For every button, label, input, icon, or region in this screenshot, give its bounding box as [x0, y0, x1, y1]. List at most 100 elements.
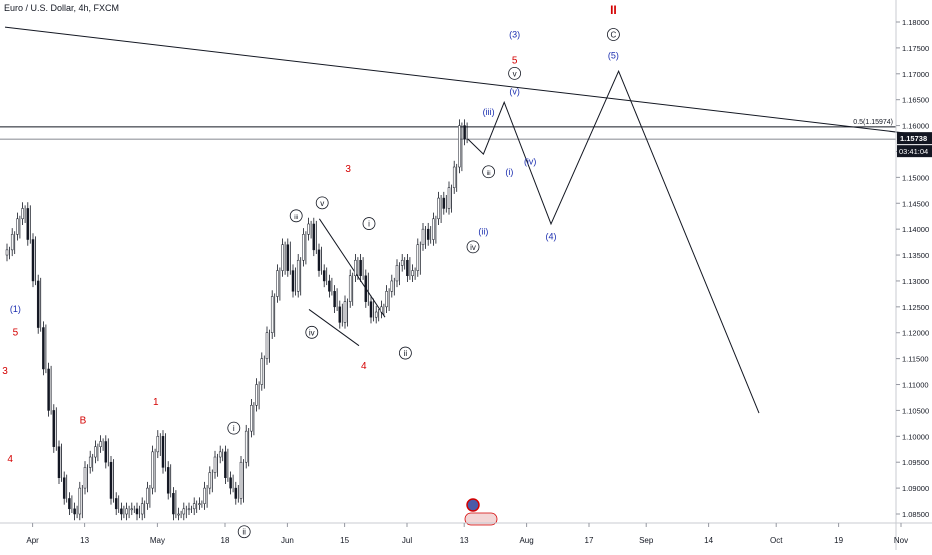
price-candle-body [166, 467, 170, 494]
price-candle-body [68, 498, 71, 510]
x-tick-label: Sep [639, 536, 654, 545]
wedge-line [318, 218, 386, 318]
price-candle-body [120, 508, 123, 515]
price-candle-body [52, 410, 56, 447]
x-tick-label: Oct [770, 536, 783, 545]
x-tick-label: 17 [585, 536, 594, 545]
price-candle-body [203, 487, 206, 504]
y-tick-label: 1.17500 [902, 44, 929, 53]
wave-label-circled: v [513, 69, 517, 78]
price-candle-body [380, 306, 383, 313]
price-candle-body [21, 208, 24, 220]
price-candle-body [338, 306, 342, 323]
y-tick-label: 1.11500 [902, 355, 929, 364]
price-candle-body [359, 259, 362, 277]
wave-label-circled: iii [294, 215, 298, 221]
wedge-line [308, 309, 360, 347]
wave-label-blue: (v) [509, 87, 520, 97]
x-tick-label: 19 [834, 536, 843, 545]
price-candle-body [213, 456, 217, 473]
price-candle-body [281, 244, 284, 271]
wave-label-circle [305, 325, 319, 339]
wave-label-circled: iii [487, 171, 491, 177]
price-candle-body [234, 487, 238, 499]
price-candle-body [447, 187, 451, 209]
price-candle-body [31, 239, 35, 282]
trend-line [4, 26, 932, 137]
price-candle-body [411, 270, 414, 277]
wave-label-circled: C [611, 31, 617, 40]
price-candle-body [265, 332, 269, 359]
price-candle-body [198, 503, 201, 505]
price-candle-body [156, 436, 160, 453]
price-candle-body [114, 498, 118, 510]
price-candle-body [255, 384, 258, 406]
x-tick-label: Apr [26, 536, 39, 545]
wave-label-circled: iv [309, 328, 315, 337]
price-candle-body [109, 461, 113, 499]
price-candle-body [57, 446, 61, 478]
price-candle-body [333, 291, 336, 308]
wave-label-circled: ii [404, 349, 408, 358]
price-candle-body [270, 296, 274, 333]
y-tick-label: 1.10500 [902, 406, 929, 415]
y-tick-label: 1.14500 [902, 199, 929, 208]
price-candle-body [364, 275, 368, 302]
projection-path [467, 69, 760, 414]
price-candle-body [406, 259, 409, 277]
price-candle-body [369, 301, 373, 318]
y-tick-label: 1.08500 [902, 510, 929, 519]
y-tick-label: 1.13000 [902, 277, 929, 286]
wave-label-red: 4 [7, 454, 13, 465]
price-candle-body [10, 234, 14, 251]
price-candle-body [125, 508, 128, 515]
event-marker-icon[interactable] [466, 498, 480, 512]
x-tick-label: 15 [340, 536, 349, 545]
x-tick-label: 18 [221, 536, 230, 545]
price-candle-body [172, 493, 175, 515]
y-tick-label: 1.09000 [902, 484, 929, 493]
wave-label-red: II [610, 3, 617, 17]
price-candle-body [385, 291, 388, 308]
wave-label-circle [237, 525, 251, 539]
price-candle-body [16, 218, 19, 235]
price-candle-body [276, 270, 279, 297]
price-candle-body [432, 218, 435, 240]
y-tick-label: 1.15000 [902, 173, 929, 182]
y-tick-label: 1.14000 [902, 225, 929, 234]
price-candle-body [250, 404, 253, 432]
wave-label-circle [362, 217, 376, 230]
x-tick-label: Aug [519, 536, 533, 545]
price-candle-body [416, 244, 420, 271]
price-candle-body [146, 487, 149, 504]
price-candle-body [83, 467, 87, 489]
wave-label-circled: iv [470, 243, 476, 252]
price-candle-body [244, 430, 248, 463]
price-candle-body [229, 477, 232, 489]
price-candle-body [426, 228, 430, 240]
y-tick-label: 1.09500 [902, 458, 929, 467]
y-tick-label: 1.11000 [902, 381, 929, 390]
price-candle-body [177, 513, 180, 516]
price-candle-body [26, 208, 30, 240]
price-candle-body [192, 503, 196, 510]
symbol-title: Euro / U.S. Dollar, 4h, FXCM [4, 3, 120, 13]
price-candle-body [99, 441, 102, 447]
wave-label-red: 1 [153, 397, 159, 408]
wave-label-circled: ii [242, 528, 246, 537]
price-candle-body [328, 280, 331, 292]
price-candle-body [260, 358, 264, 385]
price-candle-body [187, 508, 191, 511]
wave-label-red: B [80, 415, 87, 426]
event-flags-icon[interactable] [464, 512, 498, 526]
price-candle-body [135, 508, 139, 515]
wave-label-circle [289, 209, 303, 223]
countdown-badge [897, 145, 932, 158]
wave-label-circle [398, 346, 412, 360]
wave-label-red: 3 [2, 366, 8, 377]
price-candle-body [208, 472, 212, 489]
price-candle-body [104, 441, 108, 463]
price-candle-body [94, 446, 97, 458]
